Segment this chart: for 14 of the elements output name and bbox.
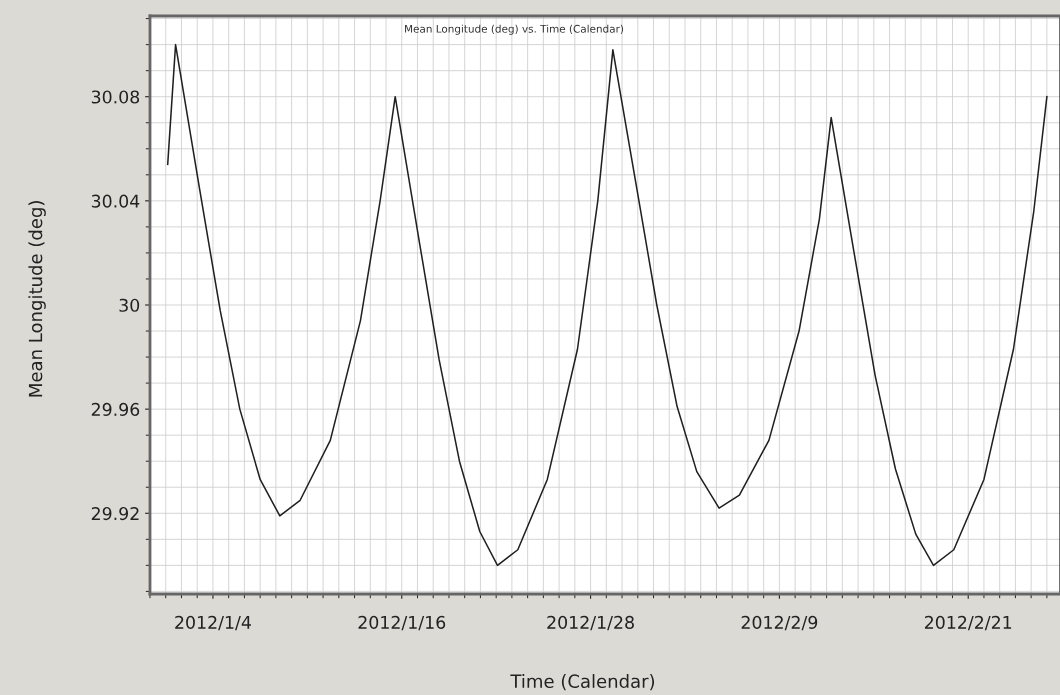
y-axis-title: Mean Longitude (deg) xyxy=(28,201,46,397)
x-tick-label: 2012/1/28 xyxy=(547,615,634,631)
line-series xyxy=(166,43,1048,567)
text: Mean Longitude (deg) vs. Time (Calendar) xyxy=(405,24,624,35)
y-tick-label: 30.04 xyxy=(91,194,140,208)
x-tick-label: 2012/2/9 xyxy=(741,615,818,631)
y-tick-label: 29.92 xyxy=(91,507,139,521)
y-tick-label: 30 xyxy=(119,298,140,312)
y-tick-label: 29.96 xyxy=(91,402,140,416)
x-tick-label: 2012/1/16 xyxy=(358,615,446,631)
x-tick-label: 2012/1/4 xyxy=(175,615,251,631)
y-tick-label: 30.08 xyxy=(91,90,140,104)
x-tick-label: 2012/2/21 xyxy=(924,615,1012,631)
x-axis-title: Time (Calendar) xyxy=(510,674,655,691)
